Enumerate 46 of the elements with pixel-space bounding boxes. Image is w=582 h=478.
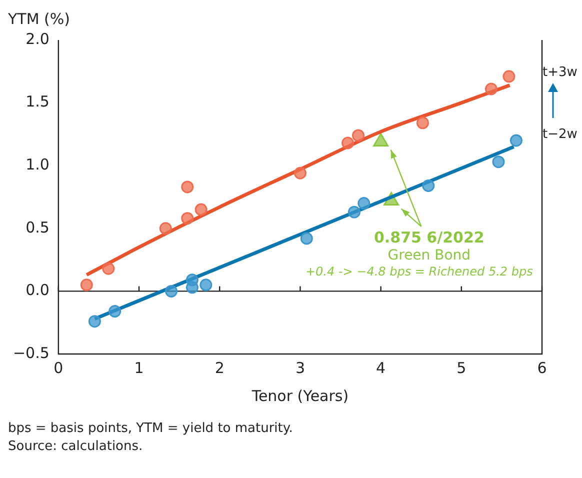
annotation: +0.4 -> −4.8 bps = Richened 5.2 bps [305,264,533,278]
point [416,116,429,130]
text: t−2w [542,127,578,142]
point [502,70,516,83]
x-tick-label: 0 [54,358,64,377]
point [108,305,122,318]
x-tick-label: 6 [537,358,547,377]
y-tick-label: 1.0 [26,155,50,174]
point [200,278,212,292]
point [492,156,505,168]
x-tick-label: 3 [295,358,305,377]
y-axis-title: YTM (%) [8,10,70,28]
source-note: Source: calculations. [8,438,144,456]
point [165,284,178,298]
point [181,212,194,225]
y-tick-label: 1.5 [26,92,50,111]
point [294,166,306,180]
y-tick-label: 0.5 [26,218,50,236]
point [159,222,172,235]
point [80,278,93,292]
annotation: Green Bond [388,247,471,264]
point [352,129,364,142]
text: bps = basis points, YTM = yield to maturity. [8,420,293,438]
y-tick-label: −0.5 [12,344,50,362]
text: t+3w [542,65,578,80]
point [348,206,360,218]
point [194,203,208,216]
x-tick-label: 2 [214,358,224,377]
line-series [84,83,512,277]
x-axis-title: Tenor (Years) [250,386,349,405]
y-tick-label: 2.0 [26,30,50,48]
point [88,315,101,328]
point [510,134,522,147]
point [358,197,370,210]
point [484,82,498,96]
point [181,180,194,194]
point [422,179,435,192]
x-tick-label: 4 [376,358,386,377]
point [186,281,198,294]
y-tick-label: 0.0 [26,281,50,300]
annotation: 0.875 6/2022 [374,228,484,246]
x-tick-label: 1 [134,358,144,377]
x-tick-label: 5 [456,358,466,377]
point [102,262,115,275]
point [300,232,313,245]
point [342,136,354,150]
